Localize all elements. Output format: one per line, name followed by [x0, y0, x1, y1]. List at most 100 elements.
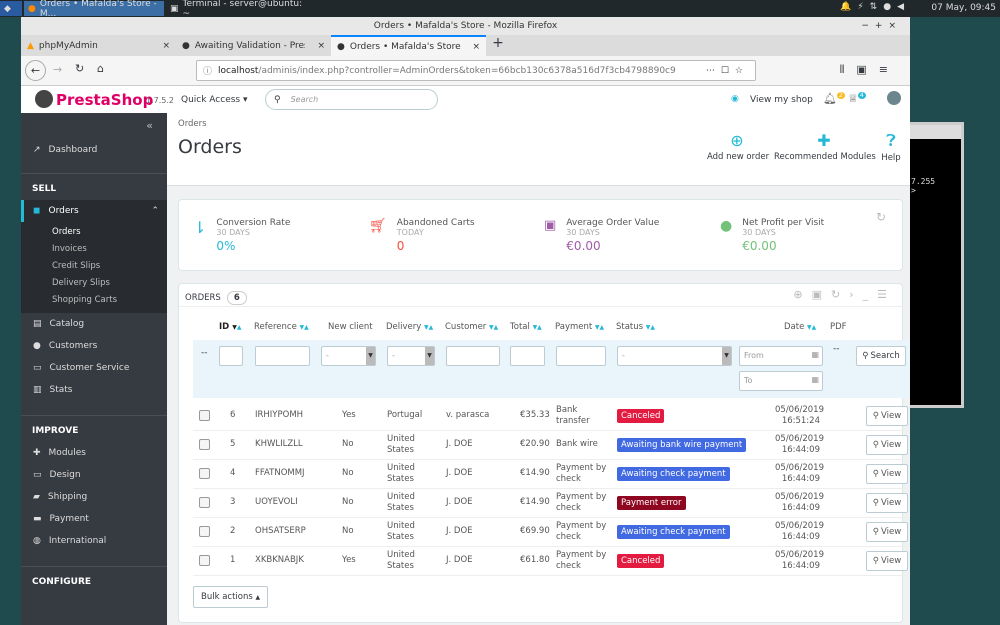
back-button[interactable]: ← — [25, 60, 46, 81]
task-firefox[interactable]: ● Orders • Mafalda's Store - M... — [24, 0, 164, 19]
filter-date-to[interactable]: To ▦ — [739, 371, 823, 391]
sidebar-subitem-orders[interactable]: Orders — [52, 227, 81, 237]
close-icon[interactable]: × — [472, 41, 480, 52]
help-button[interactable]: ❓︎ Help — [875, 131, 907, 163]
cell-date: 05/06/2019 16:44:09 — [775, 492, 824, 514]
col-id[interactable]: ID ▼▲ — [219, 322, 242, 332]
filter-new-client-select[interactable]: - ▼ — [321, 346, 376, 366]
app-menu-icon[interactable]: ◆ — [0, 1, 22, 16]
view-my-shop-link[interactable]: View my shop — [750, 95, 813, 105]
sidebar-item-payment[interactable]: ▬ Payment — [21, 508, 167, 530]
table-row[interactable]: 2 OHSATSERP No United States J. DOE €69.… — [193, 518, 908, 547]
filter-payment-input[interactable] — [556, 346, 606, 366]
trophy-icon[interactable]: ♕ 4 — [848, 92, 866, 105]
home-button[interactable]: ⌂ — [97, 62, 104, 75]
table-row[interactable]: 1 XKBKNABJK Yes United States J. DOE €61… — [193, 547, 908, 576]
table-row[interactable]: 4 FFATNOMMJ No United States J. DOE €14.… — [193, 460, 908, 489]
table-row[interactable]: 6 IRHIYPOMH Yes Portugal v. parasca €35.… — [193, 402, 908, 431]
window-controls[interactable]: −+× — [861, 21, 902, 31]
row-checkbox[interactable] — [199, 410, 210, 421]
row-checkbox[interactable] — [199, 497, 210, 508]
sidebar-item-international[interactable]: ◍ International — [21, 530, 167, 552]
sidebar-item-customer-service[interactable]: ▭ Customer Service — [21, 357, 167, 379]
sidebar-subitem-shopping-carts[interactable]: Shopping Carts — [52, 295, 118, 305]
sidebar-item-shipping[interactable]: ▰ Shipping — [21, 486, 167, 508]
notif-badge: 2 — [836, 92, 845, 100]
caret-up-icon: ▲ — [255, 594, 261, 601]
user-avatar-icon[interactable] — [887, 91, 901, 105]
bulk-actions-button[interactable]: Bulk actions ▲ — [193, 586, 269, 608]
prestashop-icon: ● — [182, 40, 190, 51]
filter-customer-input[interactable] — [446, 346, 500, 366]
row-checkbox[interactable] — [199, 526, 210, 537]
col-total[interactable]: Total ▼▲ — [510, 322, 542, 332]
sidebar-subitem-credit-slips[interactable]: Credit Slips — [52, 261, 101, 271]
reload-button[interactable]: ↻ — [75, 62, 85, 75]
search-button[interactable]: ⚲ Search — [856, 346, 906, 366]
url-bar[interactable]: ⓘ localhost/adminis/index.php?controller=… — [196, 60, 756, 81]
sidebar-item-modules[interactable]: ✚ Modules — [21, 442, 167, 464]
close-icon[interactable]: × — [317, 40, 325, 51]
calendar-icon[interactable]: ▦ — [811, 375, 819, 384]
breadcrumb[interactable]: Orders — [178, 119, 207, 129]
filter-total-input[interactable] — [510, 346, 545, 366]
page-actions-icon[interactable]: ⋯☐☆ — [705, 65, 749, 76]
prestashop-logo[interactable]: PrestaShop — [56, 91, 154, 109]
row-checkbox[interactable] — [199, 468, 210, 479]
filter-reference-input[interactable] — [255, 346, 310, 366]
sidebar-item-design[interactable]: ▭ Design — [21, 464, 167, 486]
col-reference[interactable]: Reference ▼▲ — [254, 322, 309, 332]
sidebar-item-stats[interactable]: ▥ Stats — [21, 379, 167, 401]
close-icon[interactable]: × — [162, 40, 170, 51]
kpi-period: TODAY — [396, 228, 424, 237]
calendar-icon[interactable]: ▦ — [811, 350, 819, 359]
sidebar-item-customers[interactable]: ● Customers — [21, 335, 167, 357]
sidebar-subitem-invoices[interactable]: Invoices — [52, 244, 87, 254]
col-payment[interactable]: Payment ▼▲ — [555, 322, 605, 332]
tab-orders[interactable]: ● Orders • Mafalda's Store × — [331, 35, 486, 56]
sidebar-item-orders[interactable]: ◼ Orders ⌃ — [21, 200, 167, 222]
add-new-order-button[interactable]: ⊕ Add new order — [707, 131, 769, 162]
money-icon: ▣ — [544, 218, 557, 233]
table-row[interactable]: 5 KHWLILZLL No United States J. DOE €20.… — [193, 431, 908, 460]
view-button[interactable]: ⚲ View — [866, 406, 908, 426]
recommended-modules-button[interactable]: ✚ Recommended Modules — [774, 131, 876, 162]
quick-access-dropdown[interactable]: Quick Access ▾ — [181, 95, 248, 105]
refresh-icon[interactable]: ↻ — [875, 210, 886, 224]
new-tab-button[interactable]: + — [492, 35, 504, 51]
sidebar-subitem-delivery-slips[interactable]: Delivery Slips — [52, 278, 110, 288]
view-button[interactable]: ⚲ View — [866, 464, 908, 484]
search-input[interactable]: ⚲ Search — [265, 89, 438, 110]
filter-delivery-select[interactable]: - ▼ — [387, 346, 435, 366]
view-button[interactable]: ⚲ View — [866, 551, 908, 571]
col-status[interactable]: Status ▼▲ — [616, 322, 656, 332]
search-icon: ⚲ — [872, 498, 880, 508]
panel-tool-icons[interactable]: ⊕▣↻›_☰ — [793, 288, 896, 301]
collapse-sidebar-icon[interactable]: « — [146, 119, 153, 132]
sidebar-item-dashboard[interactable]: ↗ Dashboard — [21, 135, 167, 165]
tray-icons[interactable]: 🔔⚡⇅●◀ — [840, 2, 910, 12]
kpi-value: 0 — [396, 239, 405, 253]
status-badge: Canceled — [617, 409, 665, 423]
forward-button[interactable]: → — [53, 63, 63, 76]
task-terminal[interactable]: ▣ Terminal - server@ubuntu: ~ — [166, 0, 316, 19]
tab-awaiting-validation[interactable]: ● Awaiting Validation - PrestaSh × — [176, 35, 331, 56]
col-customer[interactable]: Customer ▼▲ — [445, 322, 499, 332]
bell-icon[interactable]: 🔔︎ 2 — [823, 92, 845, 105]
tab-phpmyadmin[interactable]: ▲ phpMyAdmin × — [21, 35, 176, 56]
col-delivery[interactable]: Delivery ▼▲ — [386, 322, 434, 332]
view-button[interactable]: ⚲ View — [866, 522, 908, 542]
row-checkbox[interactable] — [199, 439, 210, 450]
sidebar-item-catalog[interactable]: ▤ Catalog — [21, 313, 167, 335]
view-button[interactable]: ⚲ View — [866, 493, 908, 513]
search-placeholder: Search — [290, 95, 319, 104]
filter-date-from[interactable]: From ▦ — [739, 346, 823, 366]
table-row[interactable]: 3 UOYEVOLI No United States J. DOE €14.9… — [193, 489, 908, 518]
col-date[interactable]: Date ▼▲ — [784, 322, 817, 332]
row-checkbox[interactable] — [199, 555, 210, 566]
kpi-net-profit: ● Net Profit per Visit 30 DAYS €0.00 — [720, 218, 890, 253]
view-button[interactable]: ⚲ View — [866, 435, 908, 455]
filter-id-input[interactable] — [219, 346, 243, 366]
toolbar-icons[interactable]: ⫴▣≡ — [839, 63, 900, 76]
filter-status-select[interactable]: - ▼ — [617, 346, 732, 366]
